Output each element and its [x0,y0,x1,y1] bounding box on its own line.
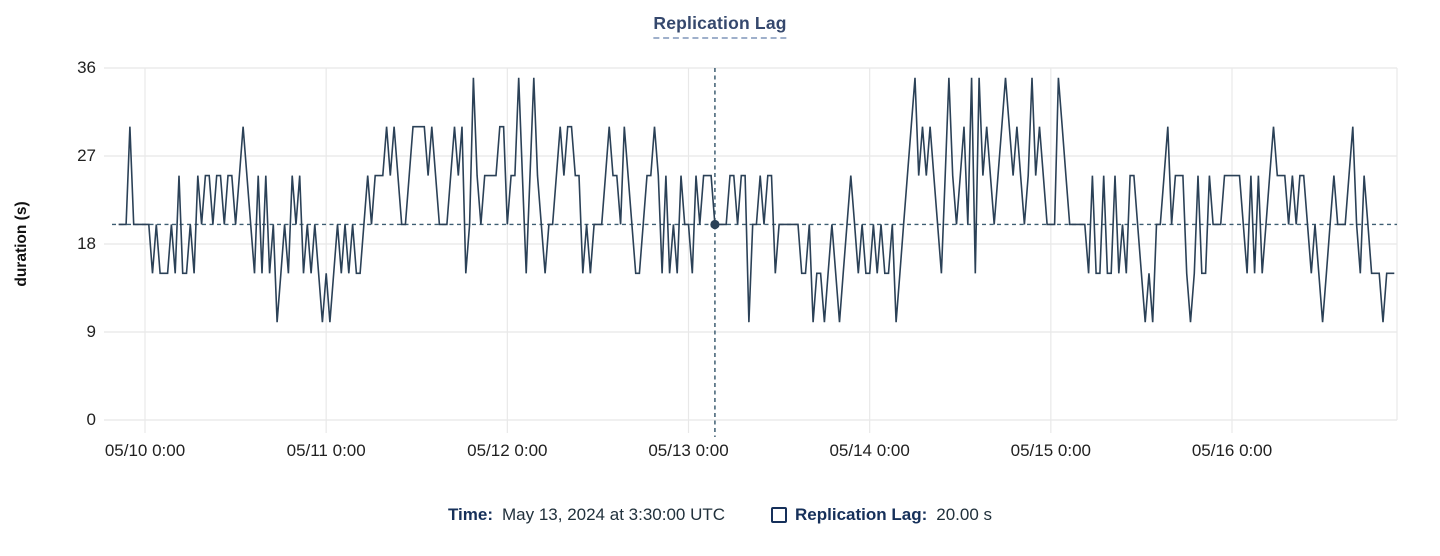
replication-lag-series[interactable] [118,77,1395,323]
legend-series-value: 20.00 s [936,505,993,524]
x-tick-label: 05/11 0:00 [286,441,366,460]
x-tick-label: 05/13 0:00 [648,441,729,460]
y-tick-label: 0 [86,410,96,429]
y-tick-label: 9 [86,322,96,341]
legend-series-item[interactable]: Replication Lag: 20.00 s [771,505,992,525]
hover-point-dot [710,219,720,230]
y-tick-label: 18 [77,234,96,253]
y-tick-label: 36 [77,58,96,77]
legend-series-label: Replication Lag: [795,505,928,524]
x-tick-label: 05/16 0:00 [1191,441,1273,460]
x-tick-label: 05/14 0:00 [829,441,910,460]
x-tick-label: 05/12 0:00 [467,441,548,460]
series-marker-icon [771,507,788,523]
legend-time-value: May 13, 2024 at 3:30:00 UTC [502,505,726,524]
legend-time-label: Time: [447,505,493,524]
chart-title[interactable]: Replication Lag [653,13,787,39]
y-axis-label: duration (s) [13,201,30,287]
x-tick-label: 05/15 0:00 [1010,441,1091,460]
y-tick-label: 27 [77,146,96,165]
x-tick-label: 05/10 0:00 [104,441,186,460]
chart-legend: Time: May 13, 2024 at 3:30:00 UTC Replic… [0,505,1440,525]
